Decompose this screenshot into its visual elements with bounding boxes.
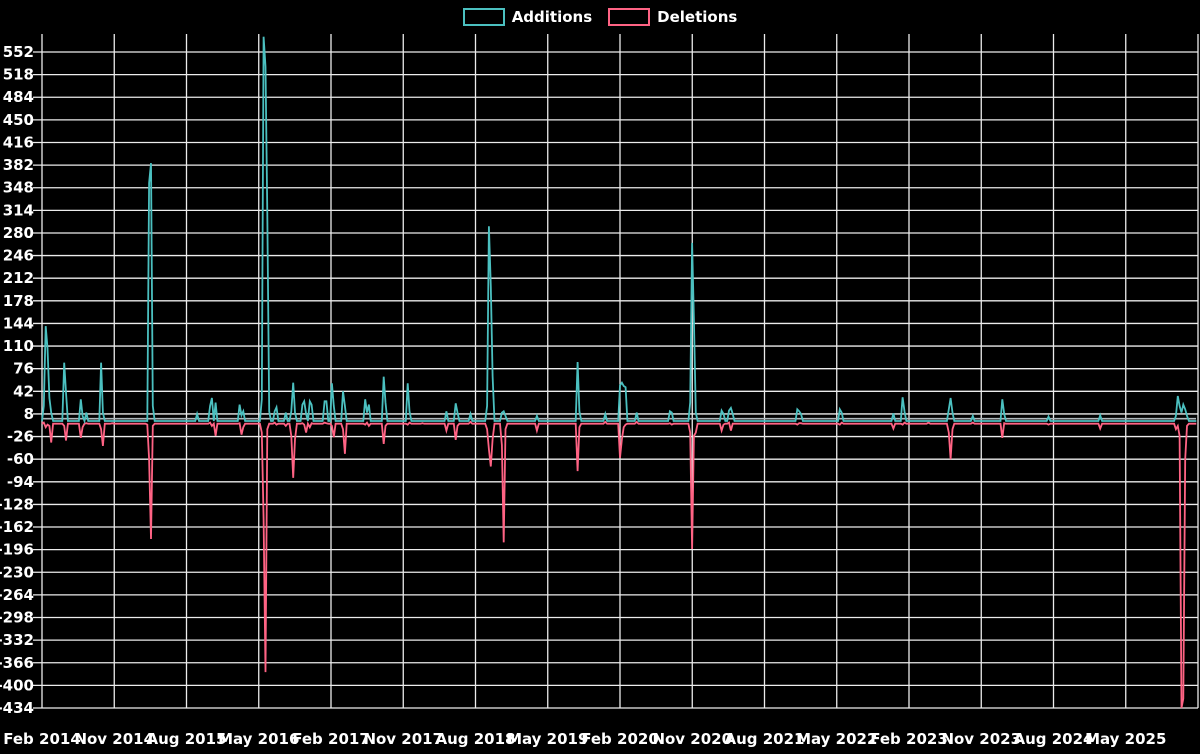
legend-label-deletions: Deletions — [657, 8, 738, 26]
y-tick-label: 552 — [3, 43, 34, 61]
deletions-line — [41, 420, 1197, 709]
y-tick-label: 144 — [3, 314, 34, 332]
y-tick-label: -94 — [7, 473, 34, 491]
x-tick-label: Aug 2024 — [1014, 730, 1094, 748]
y-tick-label: 280 — [3, 224, 34, 242]
deletions-swatch-icon — [608, 8, 651, 26]
x-tick-label: May 2016 — [218, 730, 299, 748]
y-tick-label: 8 — [24, 405, 34, 423]
y-tick-label: 382 — [3, 156, 34, 174]
additions-line — [41, 36, 1197, 425]
legend-item-additions[interactable]: Additions — [462, 8, 593, 26]
y-tick-label: -264 — [0, 586, 34, 604]
y-tick-label: 76 — [13, 360, 34, 378]
y-tick-label: -196 — [0, 541, 34, 559]
x-tick-label: Feb 2020 — [581, 730, 659, 748]
y-tick-label: -400 — [0, 676, 34, 694]
x-tick-label: Aug 2018 — [436, 730, 516, 748]
legend-label-additions: Additions — [511, 8, 593, 26]
x-tick-label: May 2019 — [507, 730, 588, 748]
y-tick-label: -26 — [7, 428, 34, 446]
y-tick-label: 518 — [3, 66, 34, 84]
y-tick-label: -434 — [0, 699, 34, 717]
y-tick-label: 246 — [3, 247, 34, 265]
additions-swatch-icon — [462, 8, 505, 26]
y-tick-label: -128 — [0, 495, 34, 513]
y-tick-label: 212 — [3, 269, 34, 287]
x-tick-label: Nov 2023 — [941, 730, 1021, 748]
x-tick-label: Nov 2020 — [652, 730, 732, 748]
x-tick-label: May 2022 — [796, 730, 877, 748]
x-tick-label: Aug 2021 — [725, 730, 805, 748]
x-tick-label: Feb 2014 — [3, 730, 81, 748]
y-tick-label: -298 — [0, 609, 34, 627]
y-tick-label: -366 — [0, 654, 34, 672]
y-tick-label: -332 — [0, 631, 34, 649]
y-tick-label: 110 — [3, 337, 34, 355]
chart-legend: Additions Deletions — [0, 8, 1200, 26]
legend-item-deletions[interactable]: Deletions — [608, 8, 737, 26]
y-tick-label: 450 — [3, 111, 34, 129]
y-tick-label: -60 — [7, 450, 34, 468]
y-tick-label: 416 — [3, 133, 34, 151]
y-tick-label: 484 — [3, 88, 34, 106]
x-tick-label: Feb 2023 — [870, 730, 948, 748]
y-tick-label: 42 — [13, 382, 34, 400]
x-tick-label: May 2025 — [1085, 730, 1166, 748]
y-tick-label: -162 — [0, 518, 34, 536]
y-tick-label: 178 — [3, 292, 34, 310]
y-tick-label: 348 — [3, 179, 34, 197]
x-tick-label: Aug 2015 — [147, 730, 227, 748]
x-tick-label: Nov 2017 — [363, 730, 443, 748]
x-tick-label: Feb 2017 — [292, 730, 370, 748]
x-tick-label: Nov 2014 — [74, 730, 154, 748]
y-tick-label: -230 — [0, 563, 34, 581]
y-tick-label: 314 — [3, 201, 34, 219]
